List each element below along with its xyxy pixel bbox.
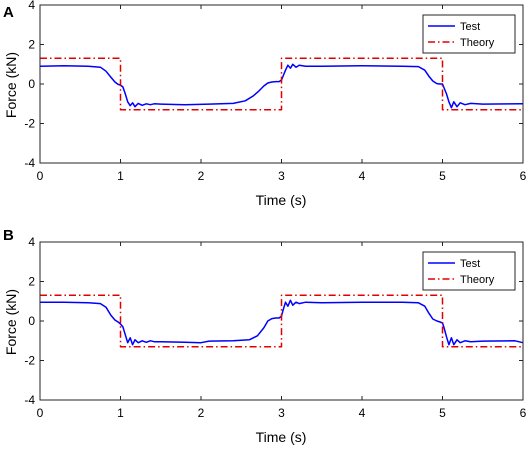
legend: Test Theory — [422, 14, 516, 54]
y-tick-label: 0 — [28, 77, 35, 91]
y-tick-label: -2 — [24, 354, 35, 368]
panel-letter: A — [3, 4, 14, 21]
series-line-theory — [40, 294, 523, 348]
x-tick-label: 2 — [198, 406, 205, 420]
x-tick-label: 1 — [117, 169, 124, 183]
panel-a: A Force (kN) Time (s) 0 1 2 3 4 5 6 4 2 0 -2 -4 Tes… — [3, 0, 527, 208]
legend-label-theory: Theory — [460, 274, 495, 286]
y-axis-title: Force (kN) — [3, 289, 19, 355]
y-tick-label: -4 — [24, 156, 35, 170]
y-tick-label: 2 — [28, 275, 35, 289]
y-tick-label: 0 — [28, 314, 35, 328]
x-axis-title: Time (s) — [256, 192, 307, 208]
x-tick-label: 0 — [37, 406, 44, 420]
x-tick-label: 3 — [278, 406, 285, 420]
series — [39, 57, 524, 111]
x-tick-label: 6 — [520, 406, 527, 420]
x-tick-label: 5 — [439, 406, 446, 420]
x-tick-label: 6 — [520, 169, 527, 183]
x-tick-label: 4 — [359, 406, 366, 420]
x-tick-label: 1 — [117, 406, 124, 420]
legend: Test Theory — [422, 251, 516, 291]
series-line-theory — [40, 57, 523, 111]
x-axis-title: Time (s) — [256, 429, 307, 445]
legend-label-test: Test — [460, 258, 480, 270]
y-tick-label: -4 — [24, 393, 35, 407]
ticks: 0 1 2 3 4 5 6 4 2 0 -2 -4 — [24, 0, 526, 183]
series-line-test — [40, 299, 524, 346]
y-tick-label: 4 — [28, 0, 35, 12]
x-tick-label: 2 — [198, 169, 205, 183]
legend-box — [422, 14, 516, 54]
y-tick-label: 4 — [28, 235, 35, 249]
panel-b: B Force (kN) Time (s) 0 1 2 3 4 5 6 4 2 0 -2 -4 Tes… — [3, 227, 527, 445]
legend-label-theory: Theory — [460, 37, 495, 49]
y-axis-title: Force (kN) — [3, 52, 19, 118]
x-tick-label: 5 — [439, 169, 446, 183]
y-tick-label: -2 — [24, 117, 35, 131]
plot-frame — [39, 241, 524, 401]
panel-letter: B — [3, 227, 14, 244]
x-tick-label: 3 — [278, 169, 285, 183]
x-tick-label: 0 — [37, 169, 44, 183]
plot-frame — [39, 4, 524, 164]
series — [40, 294, 524, 348]
x-tick-label: 4 — [359, 169, 366, 183]
legend-label-test: Test — [460, 21, 480, 33]
y-tick-label: 2 — [28, 38, 35, 52]
series-line-test — [39, 63, 524, 109]
legend-box — [422, 251, 516, 291]
